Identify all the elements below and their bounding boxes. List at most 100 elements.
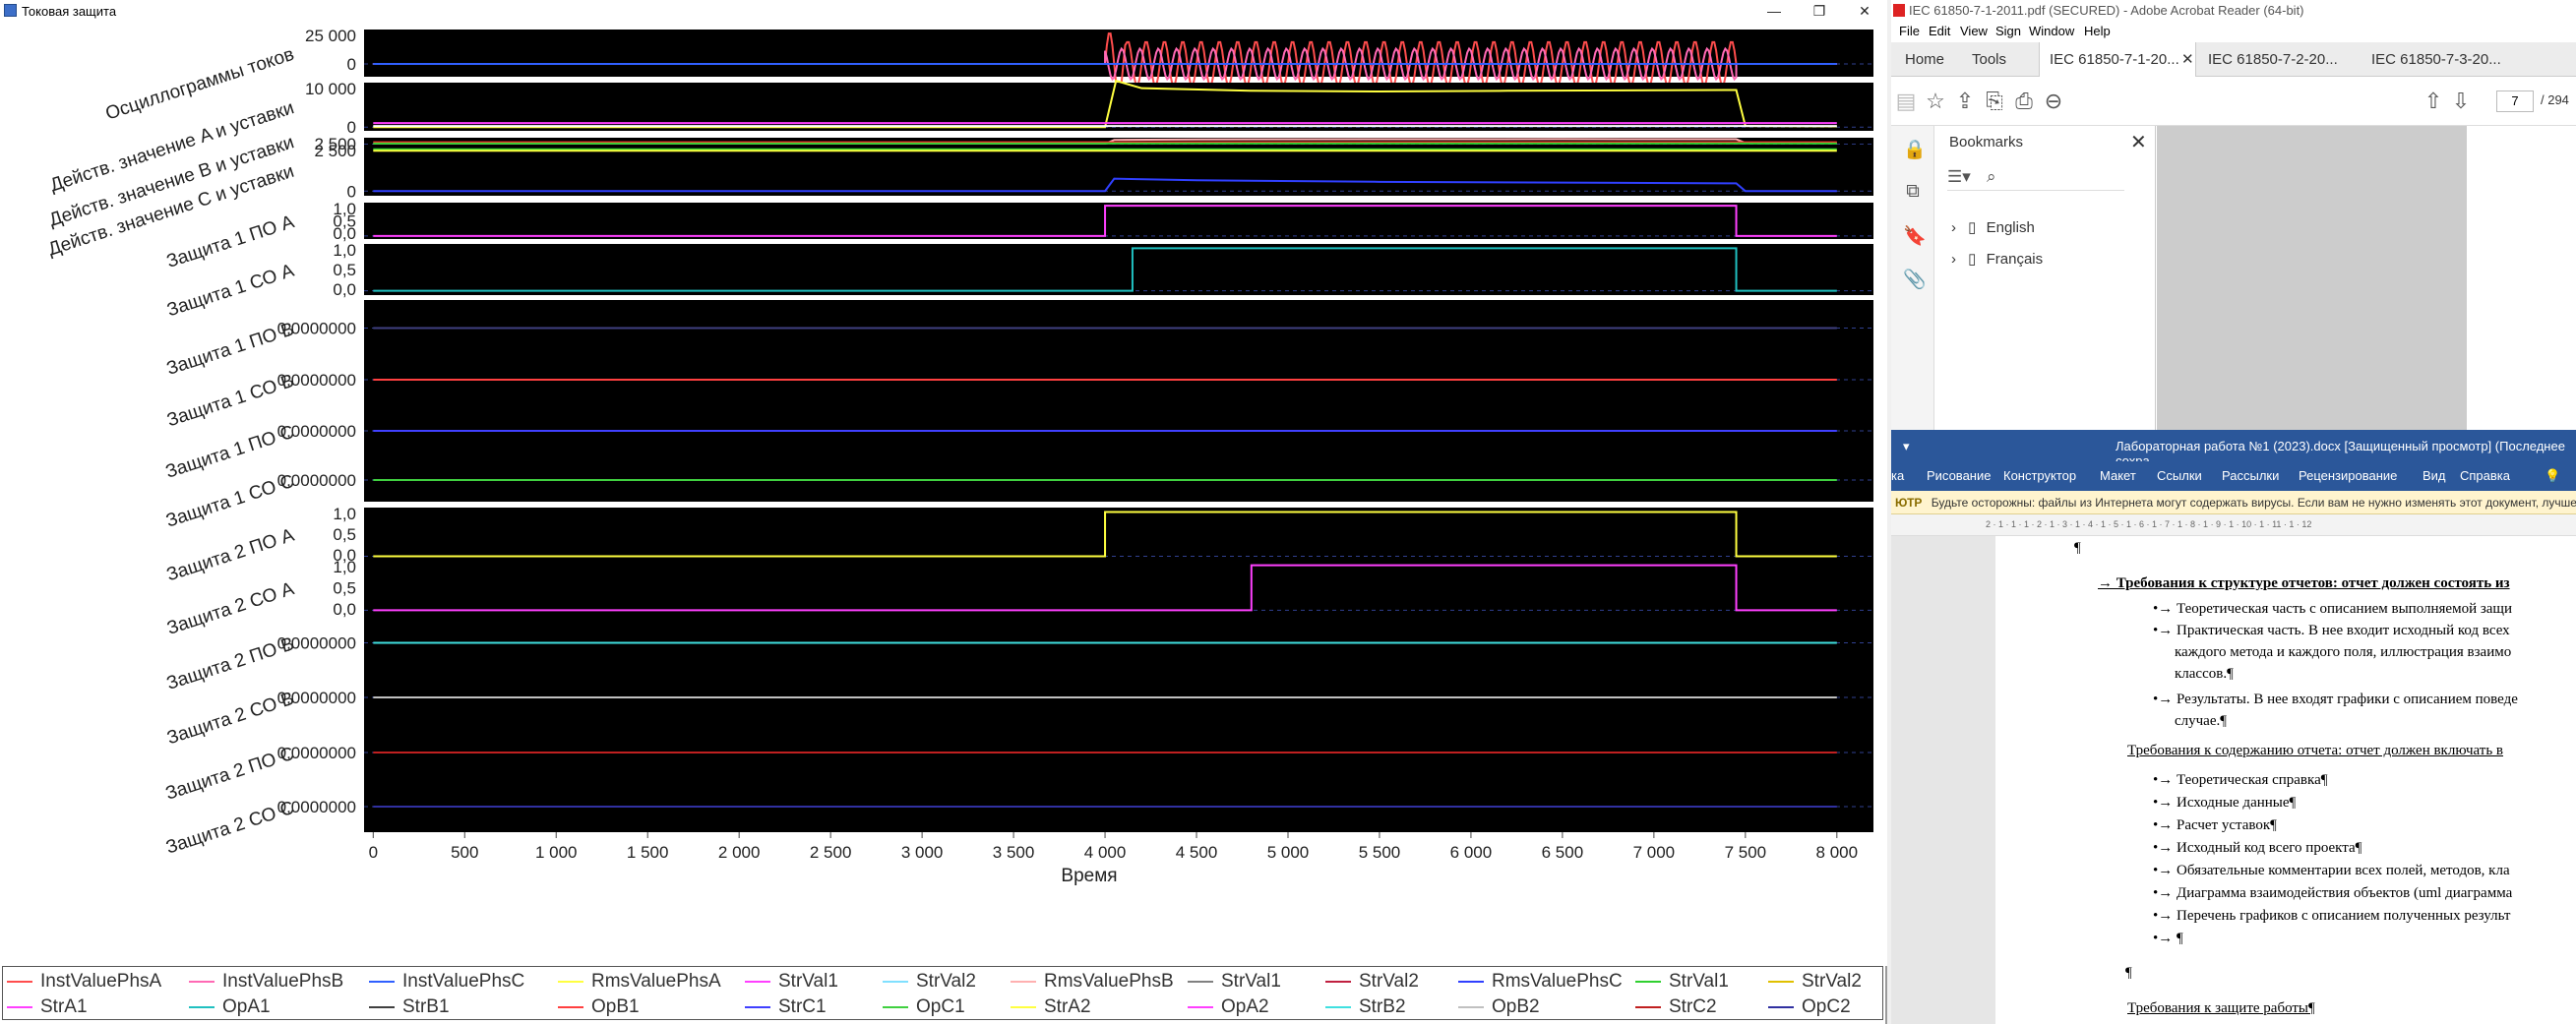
attachment-icon[interactable]: 📎 bbox=[1903, 268, 1923, 291]
pdf-page bbox=[2467, 126, 2576, 430]
bookmark-flag-icon: ▯ bbox=[1968, 251, 1976, 268]
legend-item[interactable]: StrA2 bbox=[1011, 996, 1091, 1018]
legend-label: StrVal2 bbox=[1359, 971, 1419, 992]
ruler[interactable]: 2 · 1 · 1 · 1 · 2 · 1 · 3 · 1 · 4 · 1 · … bbox=[1891, 514, 2576, 536]
upload-icon[interactable]: ⇪ bbox=[1952, 89, 1978, 114]
legend-item[interactable]: InstValuePhsA bbox=[7, 971, 161, 993]
subplot-panel bbox=[364, 561, 1873, 615]
ribbon-tab-design[interactable]: Конструктор bbox=[2003, 468, 2076, 483]
bookmark-flag-icon: ▯ bbox=[1968, 219, 1976, 236]
document-icon[interactable]: ⎘ bbox=[1982, 89, 2007, 114]
bookmarks-title: Bookmarks bbox=[1949, 134, 2023, 151]
print-icon[interactable]: ⎙ bbox=[2011, 89, 2037, 114]
legend-swatch bbox=[369, 1006, 395, 1008]
x-tick-label: 5 000 bbox=[1267, 843, 1310, 862]
doc-line: •→ Результаты. В нее входят графики с оп… bbox=[2153, 692, 2518, 708]
legend-item[interactable]: OpA1 bbox=[189, 996, 271, 1018]
subplot-panel bbox=[364, 244, 1873, 295]
bookmark-label: Français bbox=[1987, 251, 2044, 268]
lightbulb-icon[interactable]: 💡 bbox=[2545, 468, 2560, 484]
star-icon[interactable]: ☆ bbox=[1923, 89, 1948, 114]
find-bookmark-icon[interactable]: ⌕ bbox=[1987, 167, 1996, 187]
save-icon[interactable]: ▤ bbox=[1893, 89, 1919, 114]
bookmark-francais[interactable]: › ▯ Français bbox=[1951, 250, 2043, 268]
legend-item[interactable]: StrVal2 bbox=[1325, 971, 1419, 993]
warning-text: Будьте осторожны: файлы из Интернета мог… bbox=[1932, 496, 2576, 510]
legend-label: InstValuePhsC bbox=[402, 971, 524, 992]
menu-view[interactable]: View bbox=[1960, 24, 1988, 38]
legend-item[interactable]: StrB2 bbox=[1325, 996, 1406, 1018]
menu-window[interactable]: Window bbox=[2029, 24, 2074, 38]
expand-icon[interactable]: › bbox=[1951, 219, 1956, 236]
page-up-icon[interactable]: ⇧ bbox=[2421, 89, 2446, 114]
acrobat-titlebar: IEC 61850-7-1-2011.pdf (SECURED) - Adobe… bbox=[1891, 0, 2576, 22]
legend-item[interactable]: StrA1 bbox=[7, 996, 88, 1018]
ribbon-tab-draw[interactable]: Рисование bbox=[1927, 468, 1991, 483]
legend-item[interactable]: RmsValuePhsA bbox=[558, 971, 721, 993]
ribbon-tab-0[interactable]: ка bbox=[1891, 468, 1904, 483]
legend-item[interactable]: StrVal1 bbox=[1188, 971, 1281, 993]
menu-help[interactable]: Help bbox=[2084, 24, 2111, 38]
legend-item[interactable]: StrVal1 bbox=[745, 971, 838, 993]
legend-item[interactable]: OpB1 bbox=[558, 996, 640, 1018]
tab-tools[interactable]: Tools bbox=[1972, 42, 2006, 77]
legend-swatch bbox=[7, 1006, 32, 1008]
doc-line: •→ Исходные данные¶ bbox=[2153, 795, 2296, 812]
legend-item[interactable]: OpC1 bbox=[883, 996, 965, 1018]
lock-icon[interactable]: 🔒 bbox=[1903, 138, 1923, 161]
quick-access-icon[interactable]: ▾ bbox=[1903, 439, 1910, 454]
subplot-panel bbox=[364, 508, 1873, 561]
legend-item[interactable]: StrVal2 bbox=[1768, 971, 1862, 993]
close-tab-icon[interactable]: ✕ bbox=[2181, 42, 2194, 77]
legend-item[interactable]: RmsValuePhsC bbox=[1458, 971, 1623, 993]
tab-doc-7-3[interactable]: IEC 61850-7-3-20... bbox=[2371, 42, 2501, 77]
legend-label: StrVal1 bbox=[1669, 971, 1729, 992]
expand-icon[interactable]: › bbox=[1951, 251, 1956, 268]
legend-item[interactable]: InstValuePhsC bbox=[369, 971, 524, 993]
page-down-icon[interactable]: ⇩ bbox=[2448, 89, 2474, 114]
menu-file[interactable]: File bbox=[1899, 24, 1920, 38]
doc-line: •→ ¶ bbox=[2153, 931, 2183, 947]
pdf-icon bbox=[1893, 4, 1905, 17]
legend-item[interactable]: StrC2 bbox=[1635, 996, 1717, 1018]
ribbon-tab-references[interactable]: Ссылки bbox=[2157, 468, 2202, 483]
tab-doc-7-1[interactable]: IEC 61850-7-1-20... ✕ bbox=[2039, 42, 2196, 77]
legend-item[interactable]: StrVal1 bbox=[1635, 971, 1729, 993]
legend-item[interactable]: RmsValuePhsB bbox=[1011, 971, 1174, 993]
doc-line: случае.¶ bbox=[2175, 713, 2227, 730]
legend-item[interactable]: StrVal2 bbox=[883, 971, 976, 993]
close-bookmarks-icon[interactable]: ✕ bbox=[2130, 130, 2147, 154]
menu-edit[interactable]: Edit bbox=[1929, 24, 1950, 38]
legend-item[interactable]: OpA2 bbox=[1188, 996, 1269, 1018]
tab-home[interactable]: Home bbox=[1905, 42, 1944, 77]
legend-swatch bbox=[1325, 1006, 1351, 1008]
pages-icon[interactable]: ⧉ bbox=[1903, 181, 1923, 203]
ribbon-tab-layout[interactable]: Макет bbox=[2100, 468, 2136, 483]
legend-swatch bbox=[369, 981, 395, 983]
ribbon-tab-view[interactable]: Вид bbox=[2423, 468, 2446, 483]
document-body[interactable]: ¶ → Требования к структуре отчетов: отче… bbox=[1891, 536, 2576, 1024]
legend-item[interactable]: OpC2 bbox=[1768, 996, 1851, 1018]
zoom-icon[interactable]: ⊖ bbox=[2041, 89, 2066, 114]
legend-item[interactable]: OpB2 bbox=[1458, 996, 1540, 1018]
legend-label: StrVal1 bbox=[778, 971, 838, 992]
y-tick-label: 0,5 bbox=[333, 261, 356, 279]
doc-line: Требования к защите работы¶ bbox=[2127, 1000, 2315, 1017]
legend-item[interactable]: InstValuePhsB bbox=[189, 971, 343, 993]
pdf-viewport[interactable] bbox=[2157, 126, 2576, 430]
tab-doc-7-2[interactable]: IEC 61850-7-2-20... bbox=[2208, 42, 2338, 77]
bookmark-english[interactable]: › ▯ English bbox=[1951, 218, 2035, 236]
ribbon-tab-help[interactable]: Справка bbox=[2460, 468, 2510, 483]
bookmark-icon[interactable]: 🔖 bbox=[1903, 224, 1923, 248]
ribbon-tab-review[interactable]: Рецензирование bbox=[2299, 468, 2397, 483]
x-tick-label: 1 000 bbox=[535, 843, 578, 862]
legend-item[interactable]: StrB1 bbox=[369, 996, 450, 1018]
doc-line: Требования к содержанию отчета: отчет до… bbox=[2127, 743, 2503, 759]
options-icon[interactable]: ☰▾ bbox=[1947, 167, 1971, 187]
ribbon-tab-mailings[interactable]: Рассылки bbox=[2222, 468, 2279, 483]
legend-item[interactable]: StrC1 bbox=[745, 996, 827, 1018]
legend-swatch bbox=[1635, 981, 1661, 983]
menu-sign[interactable]: Sign bbox=[1995, 24, 2021, 38]
page-number-input[interactable]: 7 bbox=[2496, 90, 2534, 112]
